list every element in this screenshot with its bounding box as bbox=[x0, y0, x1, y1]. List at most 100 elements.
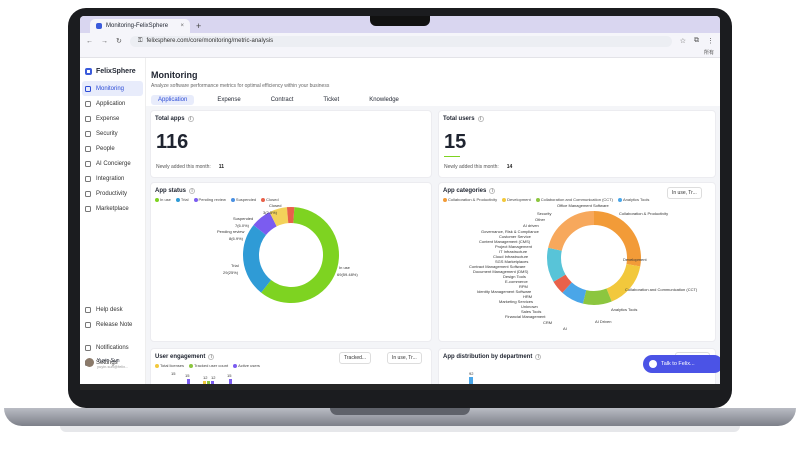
bar-label: 12 bbox=[203, 375, 208, 380]
back-icon[interactable]: ← bbox=[86, 37, 93, 45]
browser-tab[interactable]: Monitoring-FelixSphere × bbox=[90, 19, 190, 33]
menu-icon[interactable]: ⋮ bbox=[707, 38, 714, 45]
user-engagement-card: User engagement i Total licenses Tracked … bbox=[150, 348, 432, 388]
bar-label: 15 bbox=[185, 373, 190, 378]
legend-item[interactable]: Development bbox=[502, 197, 531, 202]
sidebar-item-ai-concierge[interactable]: AI Concierge bbox=[80, 156, 145, 171]
legend-item[interactable]: Total licenses bbox=[155, 363, 184, 368]
sidebar-item-label: Application bbox=[96, 100, 126, 107]
card-title: App status bbox=[155, 188, 187, 194]
slice-trial[interactable] bbox=[243, 207, 339, 303]
category-label: Analytics Tools bbox=[611, 307, 638, 312]
legend-item[interactable]: In use bbox=[155, 197, 171, 202]
sidebar-item-marketplace[interactable]: Marketplace bbox=[80, 201, 145, 216]
sidebar-item-expense[interactable]: Expense bbox=[80, 111, 145, 126]
address-bar: ← → ↻ ⚿ felixsphere.com/core/monitoring/m… bbox=[80, 33, 720, 49]
card-title: User engagement bbox=[155, 354, 206, 360]
card-title: App categories bbox=[443, 188, 487, 194]
tab-title: Monitoring-FelixSphere bbox=[106, 23, 169, 29]
tab-application[interactable]: Application bbox=[151, 95, 195, 105]
page-header: Monitoring Analyze software performance … bbox=[146, 58, 720, 106]
legend-item[interactable]: Suspended bbox=[230, 197, 256, 202]
chart-icon bbox=[85, 85, 91, 92]
legend-item[interactable]: Tracked user count bbox=[189, 363, 228, 368]
category-label: Financial Management bbox=[505, 314, 546, 319]
category-label: SGS Marketplaces bbox=[495, 259, 529, 264]
star-icon[interactable]: ☆ bbox=[679, 38, 686, 45]
label-trial: Trial bbox=[231, 263, 239, 268]
category-label: RPM bbox=[519, 284, 528, 289]
brand-logo[interactable]: FelixSphere bbox=[80, 58, 145, 81]
sparkle-icon bbox=[85, 160, 91, 167]
info-icon[interactable]: i bbox=[208, 354, 215, 360]
talk-to-felix-button[interactable]: Talk to Felix... bbox=[643, 355, 720, 373]
sidebar-item-help-desk[interactable]: Help desk bbox=[80, 302, 146, 317]
info-icon[interactable]: i bbox=[535, 354, 542, 360]
app-status-card: App status i In use Trial Pending review … bbox=[150, 182, 432, 342]
status-filter-select[interactable]: In use, Tr... bbox=[387, 352, 422, 364]
close-icon[interactable]: × bbox=[180, 23, 184, 29]
fab-label: Talk to Felix... bbox=[661, 361, 695, 367]
bell-icon bbox=[85, 344, 91, 351]
legend-item[interactable]: Trial bbox=[175, 197, 189, 202]
label-in-use: In use bbox=[339, 265, 350, 270]
bar-label: 92 bbox=[469, 371, 474, 376]
bar[interactable] bbox=[469, 377, 473, 388]
label-trial-value: 29(25%) bbox=[223, 270, 239, 275]
tab-ticket[interactable]: Ticket bbox=[323, 97, 340, 103]
legend-item[interactable]: Active users bbox=[233, 363, 260, 368]
category-label: IT Infrastructure bbox=[499, 249, 528, 254]
laptop-base-notch bbox=[330, 408, 470, 415]
info-icon[interactable]: i bbox=[187, 116, 194, 122]
legend-item[interactable]: Pending review bbox=[193, 197, 226, 202]
category-label: Document Management (DMS) bbox=[473, 269, 529, 274]
sidebar-item-monitoring[interactable]: Monitoring bbox=[82, 81, 143, 96]
sidebar-item-application[interactable]: Application bbox=[80, 96, 145, 111]
slice-closed[interactable] bbox=[243, 207, 339, 303]
category-label: CRM bbox=[543, 320, 553, 325]
category-label: E-commerce bbox=[505, 279, 528, 284]
info-icon[interactable]: i bbox=[189, 188, 196, 194]
sidebar-item-productivity[interactable]: Productivity bbox=[80, 186, 145, 201]
sidebar-item-security[interactable]: Security bbox=[80, 126, 145, 141]
sidebar-item-release-note[interactable]: Release Note bbox=[80, 317, 146, 332]
sidebar-item-label: Settings bbox=[96, 359, 118, 366]
category-label: Governance, Risk & Compliance bbox=[481, 229, 539, 234]
tab-expense[interactable]: Expense bbox=[217, 97, 241, 103]
metric-filter-select[interactable]: Tracked... bbox=[339, 352, 372, 364]
wallet-icon bbox=[85, 115, 91, 122]
info-icon[interactable]: i bbox=[477, 116, 484, 122]
card-title: App distribution by department bbox=[443, 354, 533, 360]
status-filter-select[interactable]: In use, Tr... bbox=[667, 187, 702, 199]
reload-icon[interactable]: ↻ bbox=[116, 38, 122, 45]
legend-item[interactable]: Closed bbox=[261, 197, 279, 202]
url-input[interactable]: ⚿ felixsphere.com/core/monitoring/metric-… bbox=[129, 35, 672, 47]
user-profile[interactable]: Yuyin Sun yuyin.sun@felix... bbox=[85, 358, 128, 369]
bar[interactable] bbox=[229, 379, 232, 388]
sidebar: FelixSphere Monitoring Application Expen… bbox=[80, 58, 146, 388]
info-icon[interactable]: i bbox=[489, 188, 496, 194]
store-icon bbox=[85, 205, 91, 212]
app-categories-card: App categories i Collaboration & Producti… bbox=[438, 182, 716, 342]
legend-item[interactable]: Collaboration and Communication (CCT) bbox=[535, 197, 613, 202]
bookmarks-folder[interactable]: 所有 bbox=[703, 50, 714, 56]
sidebar-item-notifications[interactable]: Notifications bbox=[80, 340, 146, 355]
forward-icon[interactable]: → bbox=[101, 37, 108, 45]
url-text: felixsphere.com/core/monitoring/metric-a… bbox=[146, 38, 274, 44]
brand-name: FelixSphere bbox=[96, 68, 136, 75]
tab-knowledge[interactable]: Knowledge bbox=[369, 97, 399, 103]
category-label: Project Management bbox=[495, 244, 532, 249]
legend-item[interactable]: Collaboration & Productivity bbox=[443, 197, 497, 202]
bar[interactable] bbox=[187, 379, 190, 388]
note-icon bbox=[85, 321, 91, 328]
category-label: AI Driven bbox=[595, 319, 612, 324]
new-tab-icon[interactable]: + bbox=[196, 21, 202, 31]
status-donut bbox=[243, 207, 339, 303]
category-label: Content Management (CMS) bbox=[479, 239, 531, 244]
legend-item[interactable]: Analytics Tools bbox=[617, 197, 649, 202]
extensions-icon[interactable]: ⧉ bbox=[694, 37, 699, 44]
tab-contract[interactable]: Contract bbox=[270, 97, 294, 103]
sidebar-item-people[interactable]: People bbox=[80, 141, 145, 156]
sidebar-item-integration[interactable]: Integration bbox=[80, 171, 145, 186]
label-suspended: Suspended bbox=[233, 216, 254, 221]
